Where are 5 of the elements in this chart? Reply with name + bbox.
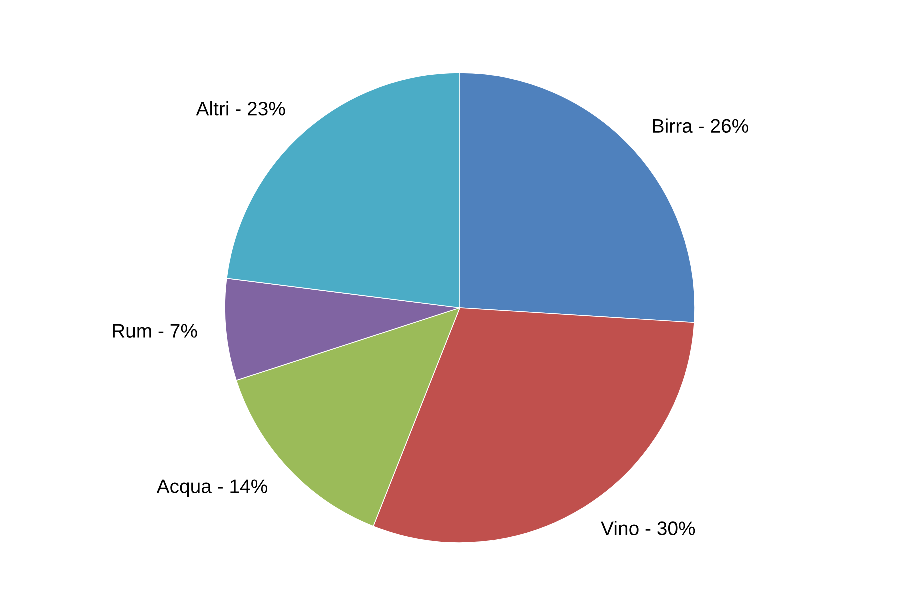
slice-label: Acqua - 14%	[156, 480, 268, 498]
slice-label: Birra - 26%	[653, 118, 748, 134]
slice-label: Rum - 7%	[113, 324, 198, 338]
slice-label: Vino - 30%	[601, 521, 696, 536]
slice-label: Altri - 23%	[196, 102, 286, 116]
